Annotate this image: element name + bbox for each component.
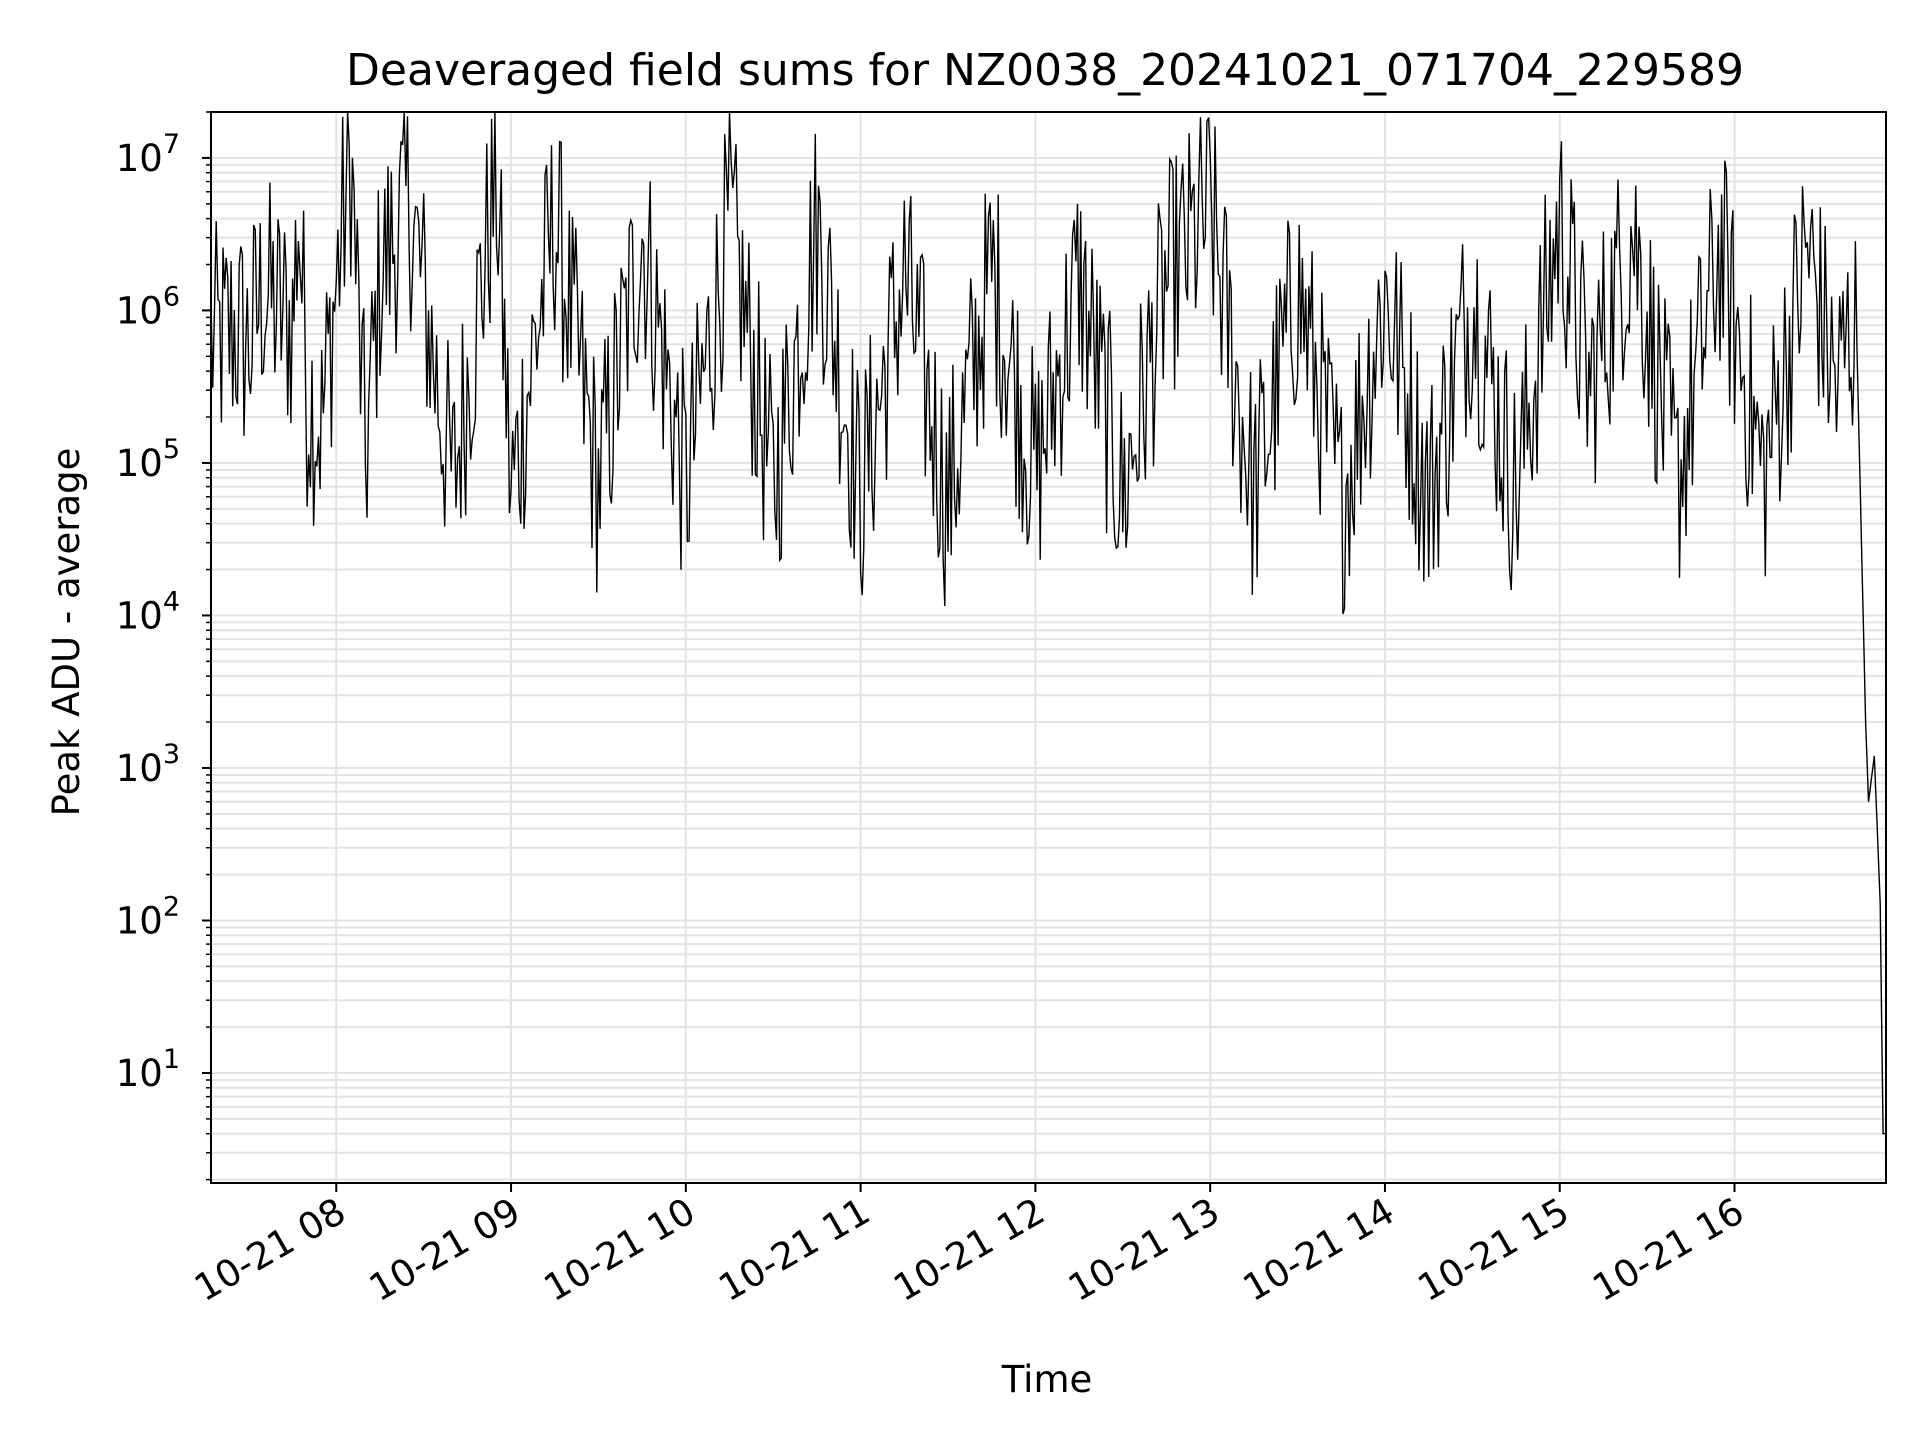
- series-layer: [210, 111, 1886, 1135]
- y-tick-exponent: 4: [163, 586, 180, 617]
- y-tick-exponent: 6: [163, 281, 180, 312]
- y-tick-base: 10: [116, 747, 163, 790]
- y-axis-label: Peak ADU - average: [45, 448, 88, 817]
- y-tick-base: 10: [116, 442, 163, 485]
- y-tick-label: 101: [116, 1044, 180, 1095]
- y-tick-label: 104: [116, 586, 180, 637]
- series-line: [210, 111, 1886, 1135]
- y-tick-base: 10: [116, 1052, 163, 1095]
- y-tick-label: 103: [116, 739, 180, 790]
- x-axis-label: Time: [1001, 1358, 1093, 1401]
- y-tick-label: 105: [116, 434, 180, 485]
- y-tick-exponent: 1: [163, 1044, 180, 1075]
- y-tick-label: 102: [116, 891, 180, 942]
- y-tick-exponent: 3: [163, 739, 180, 770]
- chart-title: Deaveraged field sums for NZ0038_2024102…: [346, 45, 1744, 96]
- y-tick-label: 107: [116, 129, 180, 180]
- y-tick-exponent: 2: [163, 891, 180, 922]
- y-tick-base: 10: [116, 289, 163, 332]
- plot-frame: [210, 111, 1887, 1184]
- y-tick-base: 10: [116, 594, 163, 637]
- grid: [211, 111, 1886, 1183]
- y-tick-label: 106: [116, 281, 180, 332]
- y-tick-base: 10: [116, 137, 163, 180]
- y-tick-exponent: 7: [163, 129, 180, 160]
- y-tick-base: 10: [116, 899, 163, 942]
- y-tick-exponent: 5: [163, 434, 180, 465]
